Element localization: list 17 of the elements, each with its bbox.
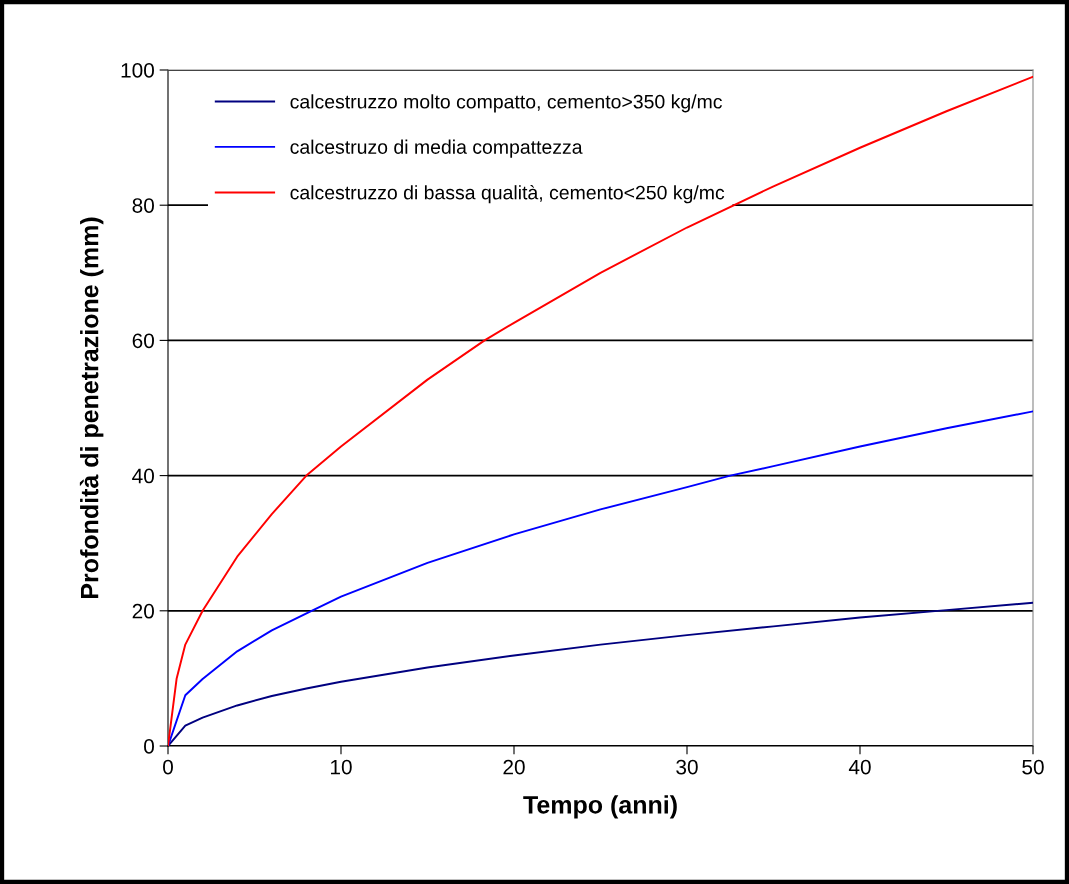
legend-label: calcestruzzo molto compatto, cemento>350 kg/mc: [290, 94, 722, 113]
x-axis-title: Tempo (anni): [523, 795, 677, 819]
x-tick-label: 50: [1022, 759, 1044, 775]
y-tick-label: 20: [132, 603, 154, 619]
y-axis-title: Profondità di penetrazione (mm): [79, 217, 104, 598]
legend-label: calcestruzo di media compattezza: [290, 139, 583, 158]
y-tick-label: 40: [132, 468, 154, 484]
y-tick-label: 0: [144, 739, 154, 754]
legend-label: calcestruzzo di bassa qualità, cemento<250 kg/mc: [290, 184, 725, 204]
x-tick-label: 30: [676, 759, 698, 775]
x-tick-label: 10: [331, 759, 352, 775]
y-tick-label: 60: [132, 333, 154, 349]
y-tick-label: 100: [121, 63, 154, 78]
y-tick-label: 80: [132, 198, 154, 213]
x-tick-label: 40: [848, 759, 871, 775]
x-tick-label: 20: [503, 759, 525, 775]
x-tick-label: 0: [163, 759, 173, 775]
